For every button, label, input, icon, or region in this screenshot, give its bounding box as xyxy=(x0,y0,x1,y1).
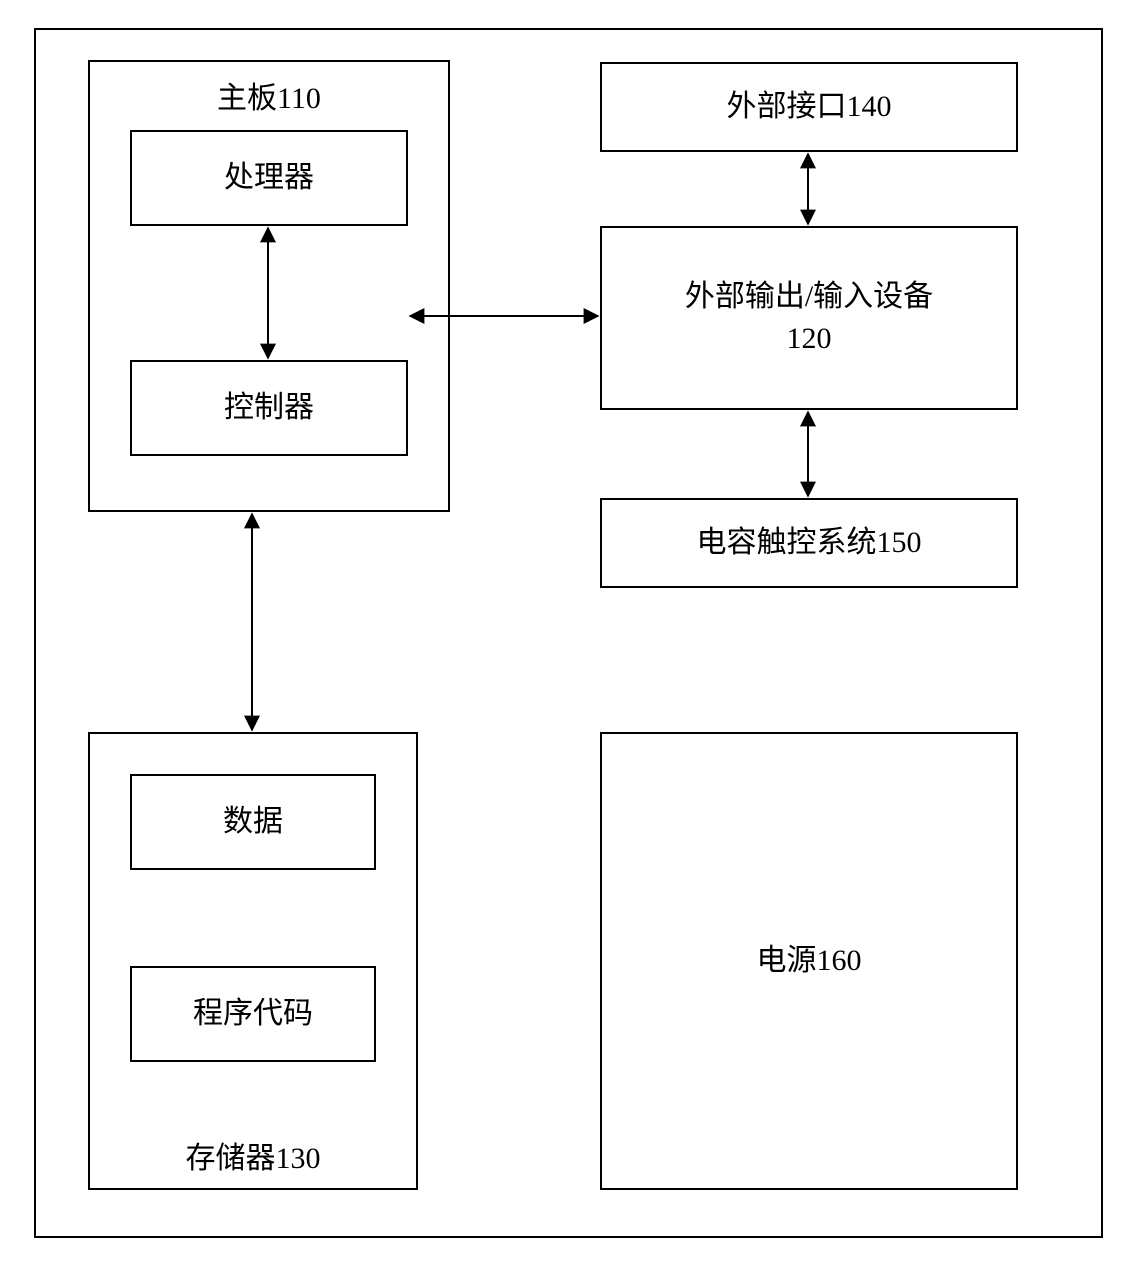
arrows-layer xyxy=(0,0,1137,1263)
diagram-canvas: 主板110 处理器 控制器 存储器130 数据 程序代码 外部接口140 外部输… xyxy=(0,0,1137,1263)
